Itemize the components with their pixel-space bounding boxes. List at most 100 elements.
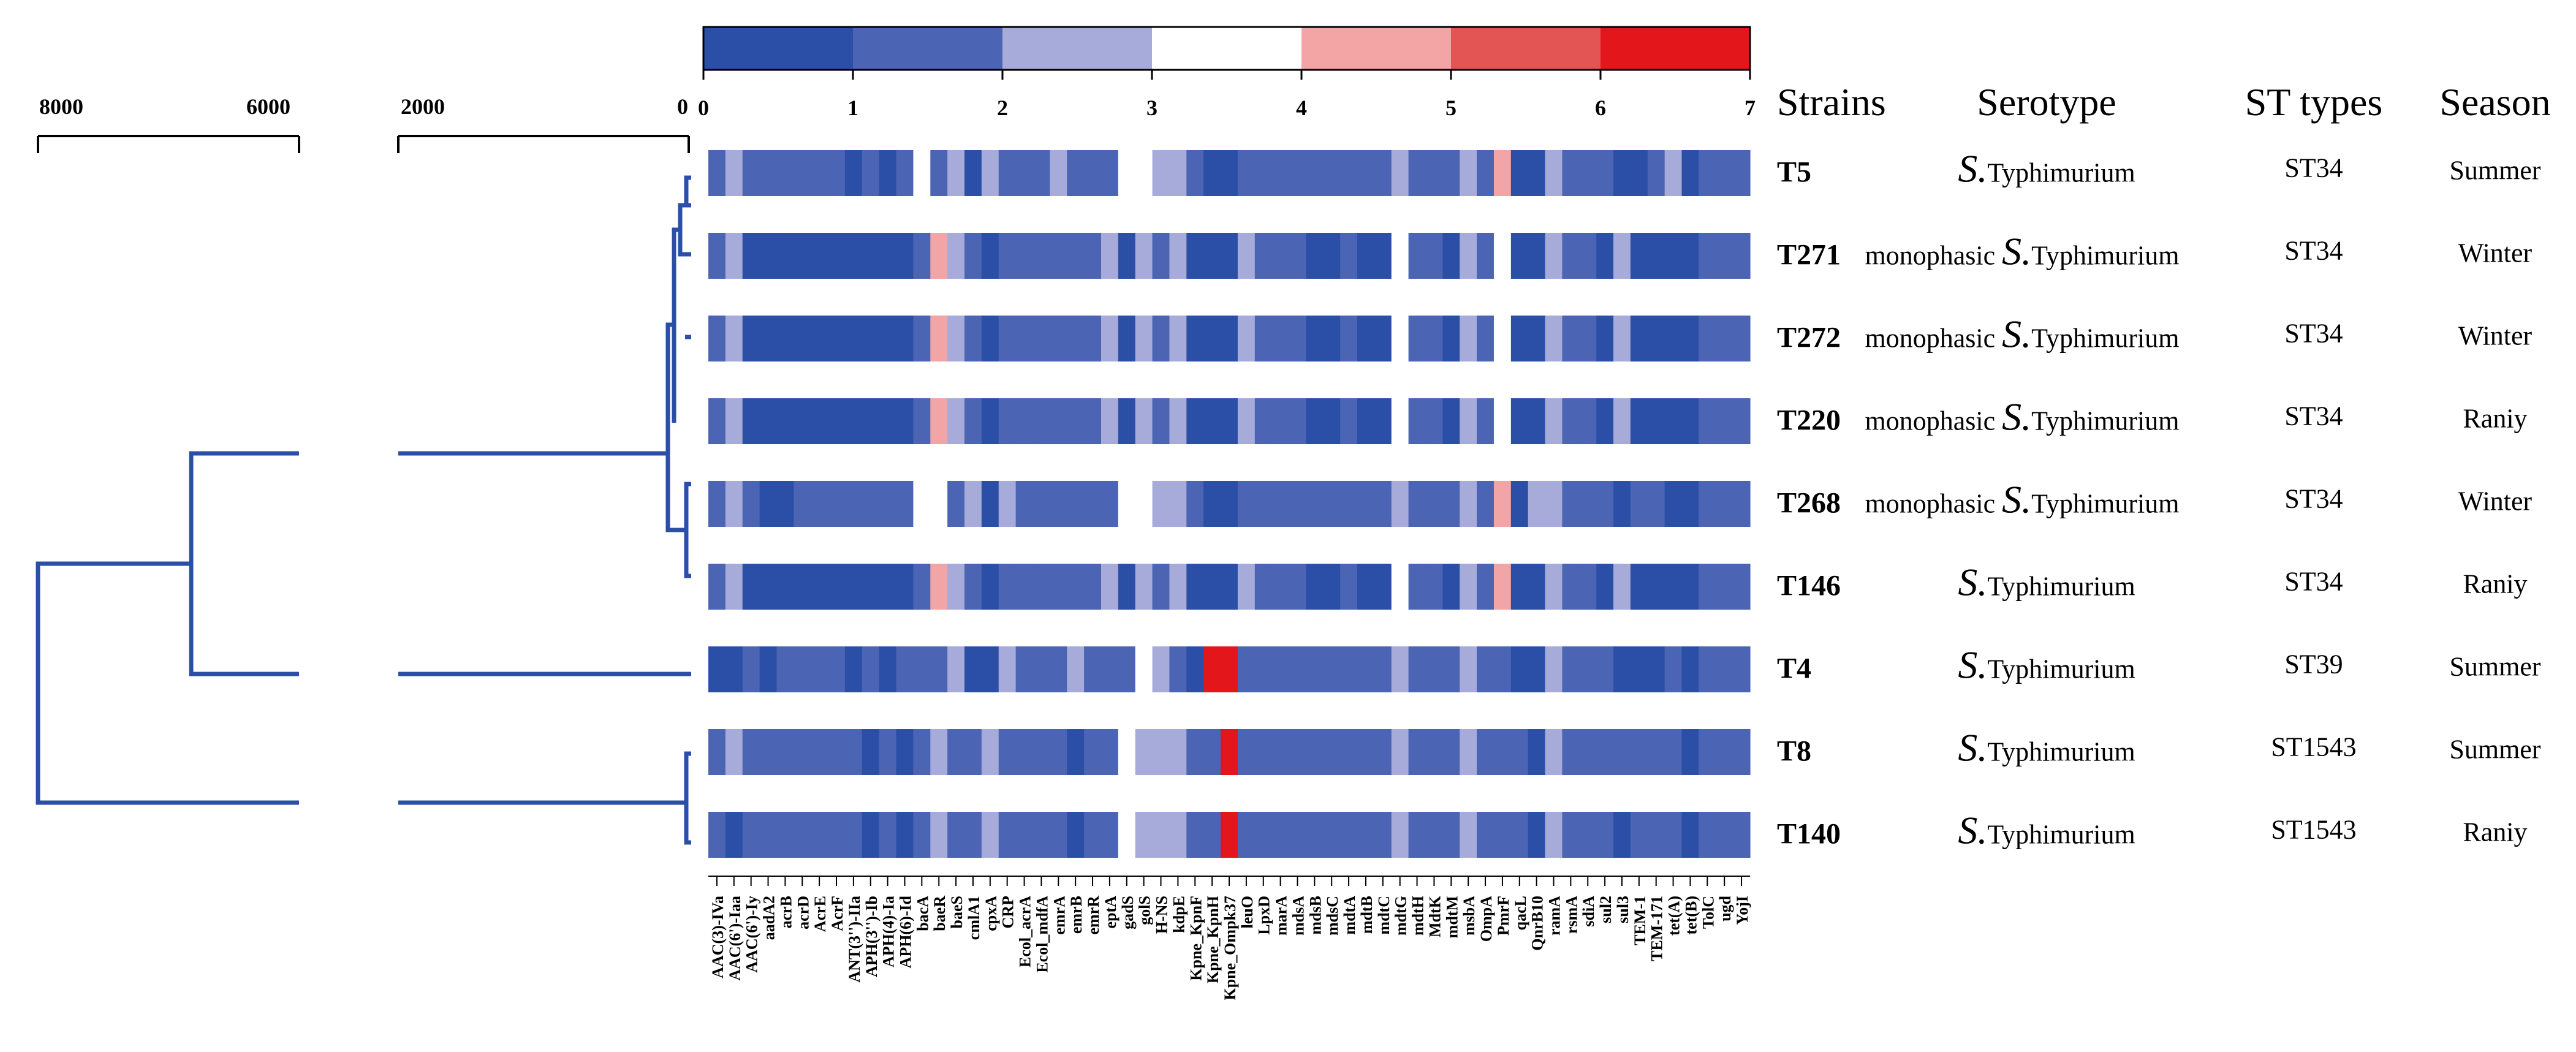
heatmap-cell (1716, 150, 1733, 196)
serotype-species: S. (1958, 726, 1987, 770)
heatmap-cell (776, 481, 794, 527)
heatmap-cell (1084, 398, 1102, 444)
heatmap-cell (844, 812, 863, 858)
gene-label: TEM-171 (1648, 896, 1666, 961)
gene-label: TEM-1 (1631, 896, 1649, 945)
heatmap-cell (964, 812, 982, 858)
heatmap-cell (1271, 233, 1290, 279)
heatmap-cell (1357, 812, 1375, 858)
heatmap-cell (1374, 564, 1392, 610)
heatmap-cell (1374, 481, 1392, 527)
heatmap-cell (1015, 564, 1034, 610)
heatmap-cell (1596, 150, 1614, 196)
heatmap-cell (1032, 812, 1050, 858)
gene-label: OmpA (1477, 896, 1495, 942)
heatmap-cell (913, 233, 931, 279)
heatmap-cell (1374, 398, 1392, 444)
heatmap-cell (708, 564, 726, 610)
heatmap-cell (1050, 233, 1067, 279)
gene-label: rsmA (1563, 896, 1580, 934)
heatmap-cell (828, 398, 846, 444)
heatmap-cell (1084, 233, 1102, 279)
heatmap-cell (1510, 646, 1529, 692)
heatmap-cell (930, 316, 948, 361)
heatmap-cell (879, 481, 897, 527)
heatmap-cell (1579, 812, 1597, 858)
heatmap-cell (981, 150, 999, 196)
dendrogram-tick-0: 0 (677, 94, 688, 119)
heatmap-cell (1169, 150, 1187, 196)
heatmap-cell (1067, 233, 1085, 279)
heatmap-cell (862, 481, 880, 527)
serotype-name: Typhimurium (2031, 241, 2179, 271)
heatmap-cell (1221, 398, 1238, 444)
heatmap-cell (1100, 564, 1119, 610)
heatmap-cell (1596, 646, 1614, 692)
heatmap-cell (1050, 481, 1067, 527)
gene-label: mdsC (1324, 896, 1341, 936)
heatmap-cell (1408, 316, 1426, 361)
heatmap-cell (998, 150, 1017, 196)
heatmap-cell (1118, 150, 1136, 196)
gene-label: leuO (1238, 896, 1256, 928)
heatmap-cell (1425, 233, 1443, 279)
heatmap-cell (844, 398, 863, 444)
heatmap-cell (742, 316, 760, 361)
heatmap-cell (1596, 316, 1614, 361)
heatmap-cell (725, 233, 743, 279)
heatmap-cell (879, 729, 897, 775)
heatmap-cell (1477, 481, 1494, 527)
heatmap-cell (862, 564, 880, 610)
heatmap-cell (1545, 729, 1563, 775)
serotype-species: S. (1958, 561, 1987, 604)
serotype-label: S.Typhimurium (1958, 561, 2135, 604)
heatmap-cell (1493, 646, 1512, 692)
heatmap-cell (708, 398, 726, 444)
heatmap-cell (1032, 564, 1050, 610)
gene-label: cmlA1 (965, 896, 983, 940)
heatmap-cell (811, 233, 828, 279)
heatmap-cell (1408, 729, 1426, 775)
heatmap-cell (1442, 398, 1460, 444)
heatmap-cell (1716, 812, 1733, 858)
heatmap-cell (1408, 564, 1426, 610)
heatmap-cell (1306, 398, 1324, 444)
dendrogram-branch (684, 175, 691, 208)
st-type-label: ST34 (2284, 236, 2343, 266)
heatmap-cell (1528, 812, 1546, 858)
heatmap-cell (1493, 564, 1512, 610)
strain-label: T220 (1777, 404, 1841, 437)
heatmap-cell (930, 233, 948, 279)
heatmap-cell (1169, 812, 1187, 858)
st-type-label: ST34 (2284, 319, 2343, 349)
heatmap-cell (1562, 398, 1580, 444)
heatmap-cell (1032, 481, 1050, 527)
gene-label: emrB (1067, 896, 1085, 934)
heatmap-cell (742, 564, 760, 610)
heatmap-cell (1545, 233, 1563, 279)
heatmap-cell (776, 150, 794, 196)
heatmap-cell (998, 316, 1017, 361)
heatmap-cell (1306, 646, 1324, 692)
heatmap-cell (1221, 646, 1238, 692)
heatmap-cell (1032, 150, 1050, 196)
heatmap-cell (913, 564, 931, 610)
heatmap-cell (1067, 150, 1085, 196)
serotype-prefix: monophasic (1865, 324, 2002, 354)
dendrogram-branch (684, 482, 691, 578)
heatmap-cell (1254, 729, 1273, 775)
heatmap-cell (1067, 729, 1085, 775)
heatmap-cell (725, 398, 743, 444)
heatmap-cell (913, 398, 931, 444)
heatmap-cell (1323, 398, 1341, 444)
heatmap-cell (964, 398, 982, 444)
heatmap-cell (1477, 316, 1494, 361)
heatmap-cell (1664, 812, 1683, 858)
serotype-name: Typhimurium (1987, 572, 2135, 602)
heatmap-cell (1254, 398, 1273, 444)
heatmap-cell (1613, 316, 1631, 361)
heatmap-cell (1716, 481, 1733, 527)
heatmap-cell (1050, 398, 1067, 444)
heatmap-cell (879, 316, 897, 361)
